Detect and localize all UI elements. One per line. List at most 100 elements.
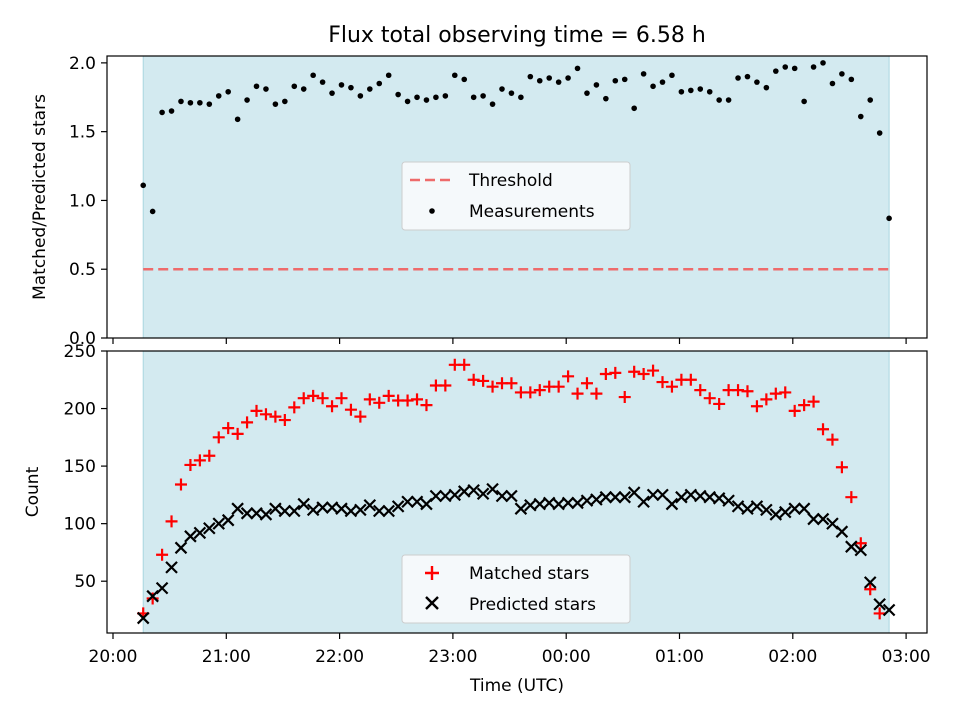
matched-star-point bbox=[439, 379, 452, 392]
measurement-point bbox=[423, 97, 430, 103]
legend-predicted-label: Predicted stars bbox=[469, 595, 596, 615]
predicted-star-point bbox=[240, 507, 254, 520]
bottom-y-tick-label: 100 bbox=[64, 515, 96, 535]
legend-measurements-label: Measurements bbox=[469, 202, 595, 222]
matched-star-point bbox=[580, 377, 593, 390]
predicted-star-point bbox=[665, 497, 679, 511]
matched-star-point bbox=[826, 433, 839, 446]
x-tick-label: 00:00 bbox=[542, 647, 591, 667]
bottom-legend: Matched stars Predicted stars bbox=[401, 554, 631, 624]
predicted-star-point bbox=[609, 490, 622, 504]
measurement-point bbox=[621, 76, 628, 83]
predicted-star-point bbox=[372, 504, 386, 518]
matched-star-point bbox=[713, 397, 726, 410]
measurement-point bbox=[584, 90, 590, 96]
matched-star-point bbox=[533, 384, 546, 397]
measurement-point bbox=[650, 83, 656, 90]
matched-star-point bbox=[798, 399, 811, 412]
matched-star-point bbox=[552, 380, 565, 393]
measurement-point bbox=[801, 98, 807, 105]
predicted-star-point bbox=[467, 483, 480, 497]
predicted-star-point bbox=[165, 561, 178, 574]
measurement-point bbox=[810, 64, 817, 70]
matched-star-point bbox=[467, 373, 480, 386]
measurement-point bbox=[744, 73, 751, 80]
measurement-point bbox=[574, 65, 581, 72]
predicted-star-point bbox=[571, 496, 584, 510]
predicted-star-point bbox=[505, 489, 518, 503]
matched-star-point bbox=[297, 392, 310, 405]
matched-star-point bbox=[864, 583, 877, 596]
measurement-point bbox=[168, 108, 175, 114]
predicted-star-point bbox=[769, 508, 783, 521]
matched-star-point bbox=[505, 377, 518, 390]
matched-star-point bbox=[656, 376, 669, 389]
bottom-panel: 50 100 150 200 250 20:00 21:00 22:00 23:00 00:00… bbox=[23, 342, 931, 696]
top-x-ticks bbox=[112, 338, 907, 344]
measurement-point bbox=[886, 215, 892, 222]
predicted-star-point bbox=[231, 502, 244, 515]
x-axis-label: Time (UTC) bbox=[469, 676, 564, 696]
top-y-axis-label: Matched/Predicted stars bbox=[30, 94, 50, 300]
x-tick-label: 23:00 bbox=[428, 647, 477, 667]
measurement-point bbox=[338, 82, 345, 88]
matched-star-point bbox=[278, 414, 291, 427]
predicted-star-point bbox=[391, 500, 405, 513]
measurement-point bbox=[791, 65, 798, 72]
predicted-star-point bbox=[627, 486, 641, 499]
measurement-point bbox=[857, 113, 864, 120]
matched-star-point bbox=[165, 515, 178, 528]
measurement-point bbox=[197, 99, 203, 106]
matched-star-point bbox=[288, 401, 301, 414]
measurement-point bbox=[206, 101, 213, 107]
bottom-y-axis-label: Count bbox=[23, 466, 43, 517]
measurement-point bbox=[565, 75, 571, 81]
measurement-point bbox=[754, 79, 760, 85]
measurement-point bbox=[631, 105, 637, 112]
predicted-star-point bbox=[797, 502, 811, 515]
measurement-point bbox=[461, 76, 468, 83]
matched-star-point bbox=[458, 358, 471, 371]
matched-star-point bbox=[174, 478, 187, 491]
predicted-star-point bbox=[354, 503, 367, 517]
matched-star-point bbox=[779, 386, 792, 399]
predicted-star-point bbox=[203, 521, 216, 535]
measurement-point bbox=[499, 86, 505, 92]
predicted-star-point bbox=[863, 576, 877, 589]
measurement-point bbox=[489, 101, 496, 107]
measurement-point bbox=[291, 83, 298, 90]
predicted-star-point bbox=[882, 603, 896, 617]
predicted-star-point bbox=[221, 513, 235, 527]
predicted-star-point bbox=[873, 597, 886, 611]
matched-star-point bbox=[382, 389, 395, 402]
x-tick-label: 01:00 bbox=[655, 647, 704, 667]
measurement-point bbox=[451, 72, 458, 79]
measurement-point bbox=[829, 80, 836, 87]
x-tick-label: 02:00 bbox=[768, 647, 817, 667]
measurement-point bbox=[480, 93, 486, 99]
matched-star-point bbox=[609, 366, 622, 379]
measurement-point bbox=[716, 97, 722, 103]
matched-star-point bbox=[363, 393, 376, 406]
predicted-star-point bbox=[316, 501, 329, 514]
matched-star-point bbox=[750, 400, 763, 413]
measurement-point bbox=[367, 86, 373, 92]
matched-star-point bbox=[486, 380, 499, 393]
matched-star-point bbox=[373, 396, 386, 409]
predicted-star-point bbox=[760, 503, 773, 517]
matched-star-point bbox=[335, 392, 348, 405]
measurement-point bbox=[688, 87, 694, 94]
bottom-y-tick-label: 50 bbox=[74, 572, 96, 592]
measurement-point bbox=[593, 82, 600, 88]
measurement-point bbox=[508, 90, 515, 96]
measurement-point bbox=[319, 79, 326, 85]
matched-star-point bbox=[156, 548, 169, 561]
bottom-y-ticks: 50 100 150 200 250 bbox=[64, 342, 107, 592]
predicted-star-point bbox=[363, 498, 377, 512]
predicted-star-point bbox=[382, 504, 395, 518]
predicted-star-point bbox=[656, 488, 669, 502]
matched-star-point bbox=[665, 380, 678, 393]
measurement-point bbox=[546, 75, 553, 81]
measurement-point bbox=[527, 73, 534, 80]
measurement-point bbox=[603, 95, 609, 102]
